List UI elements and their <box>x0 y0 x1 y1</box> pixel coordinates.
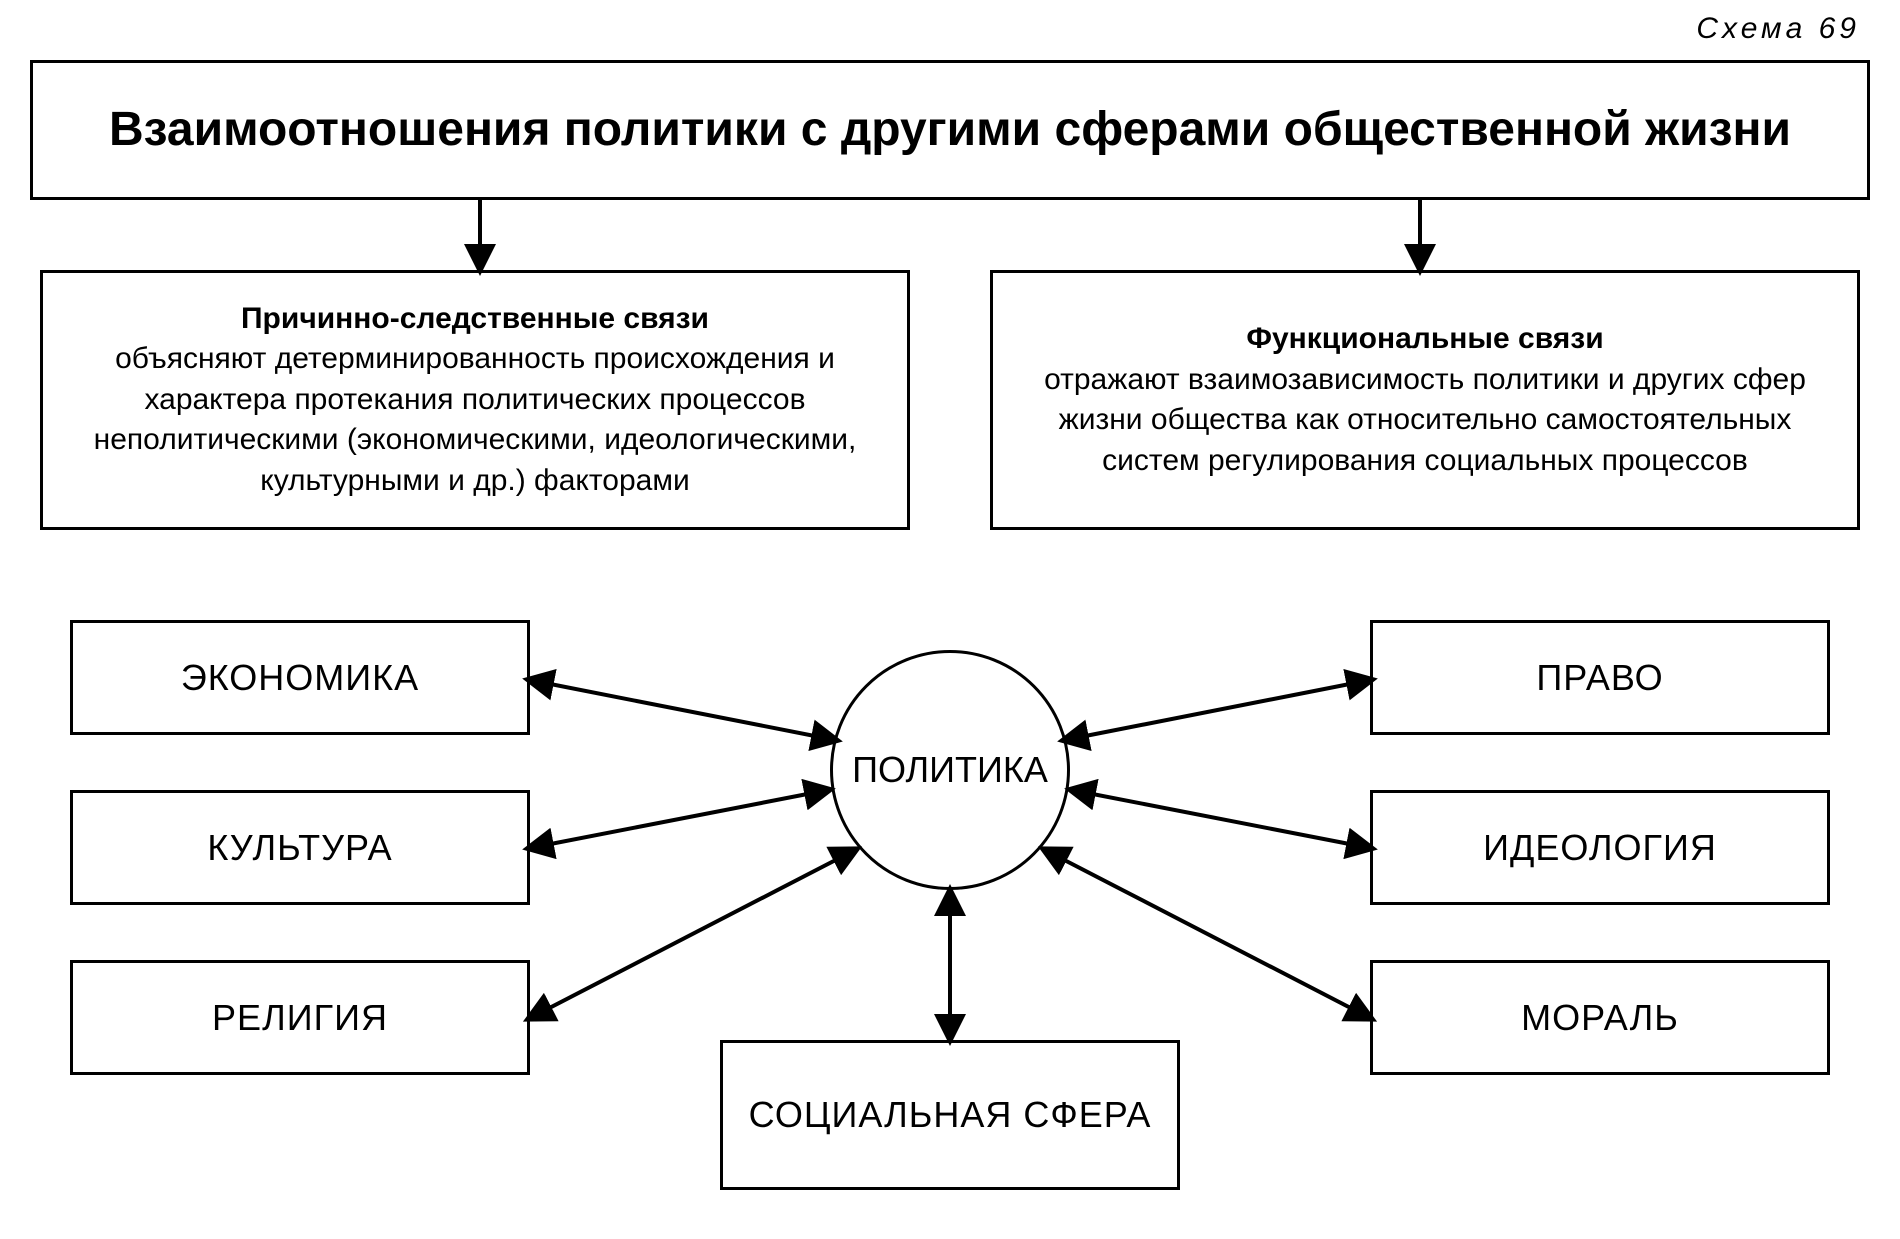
sphere-ideology: ИДЕОЛОГИЯ <box>1370 790 1830 905</box>
sphere-moral: МОРАЛЬ <box>1370 960 1830 1075</box>
sphere-economy: ЭКОНОМИКА <box>70 620 530 735</box>
sphere-economy-label: ЭКОНОМИКА <box>181 657 419 699</box>
causal-links-heading: Причинно-следственные связи <box>241 299 709 340</box>
sphere-social-label: СОЦИАЛЬНАЯ СФЕРА <box>749 1093 1152 1136</box>
causal-links-body: объясняют детерминированность происхожде… <box>59 339 891 501</box>
sphere-law-label: ПРАВО <box>1536 657 1663 699</box>
functional-links-heading: Функциональные связи <box>1246 319 1603 360</box>
title-box: Взаимоотношения политики с другими сфера… <box>30 60 1870 200</box>
sphere-culture: КУЛЬТУРА <box>70 790 530 905</box>
sphere-social: СОЦИАЛЬНАЯ СФЕРА <box>720 1040 1180 1190</box>
politics-label: ПОЛИТИКА <box>852 749 1048 791</box>
causal-links-box: Причинно-следственные связи объясняют де… <box>40 270 910 530</box>
sphere-religion: РЕЛИГИЯ <box>70 960 530 1075</box>
sphere-moral-label: МОРАЛЬ <box>1521 997 1679 1039</box>
sphere-law: ПРАВО <box>1370 620 1830 735</box>
title-text: Взаимоотношения политики с другими сфера… <box>69 102 1831 157</box>
sphere-ideology-label: ИДЕОЛОГИЯ <box>1483 827 1717 869</box>
functional-links-box: Функциональные связи отражают взаимозави… <box>990 270 1860 530</box>
politics-circle: ПОЛИТИКА <box>830 650 1070 890</box>
sphere-culture-label: КУЛЬТУРА <box>207 827 392 869</box>
sphere-religion-label: РЕЛИГИЯ <box>212 997 388 1039</box>
schema-label: Схема 69 <box>1696 12 1860 46</box>
functional-links-body: отражают взаимозависимость политики и др… <box>1009 360 1841 482</box>
